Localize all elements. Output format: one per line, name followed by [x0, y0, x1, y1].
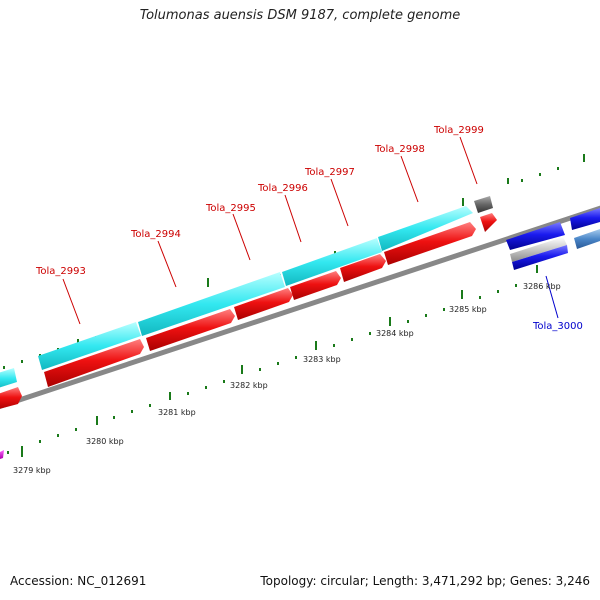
- scale-labels: 3279 kbp 3280 kbp 3281 kbp 3282 kbp 3283…: [13, 282, 561, 475]
- gene-label-tola-2998: Tola_2998: [374, 144, 425, 155]
- scale-label: 3281 kbp: [158, 408, 196, 417]
- gene-label-tola-3000: Tola_3000: [532, 321, 583, 332]
- gene-label-tola-2996: Tola_2996: [257, 183, 308, 194]
- feature-tola-2998-red: [384, 222, 476, 265]
- inner-scale-ticks: [7, 265, 538, 457]
- gene-label-tola-2997: Tola_2997: [304, 167, 355, 178]
- feature-red-left: [0, 387, 22, 409]
- scale-label: 3282 kbp: [230, 381, 268, 390]
- gene-labels: Tola_2993 Tola_2994 Tola_2995 Tola_2996 …: [35, 125, 583, 332]
- scale-label: 3284 kbp: [376, 329, 414, 338]
- scale-label: 3280 kbp: [86, 437, 124, 446]
- feature-tola-2996-red: [290, 271, 341, 300]
- gene-label-tola-2994: Tola_2994: [130, 229, 181, 240]
- gene-label-tola-2995: Tola_2995: [205, 203, 256, 214]
- label-leaders: [62, 136, 559, 325]
- feature-magenta-edge: [0, 450, 4, 459]
- feature-tola-2996-2997-cyan: [282, 238, 382, 286]
- accession-text: Accession: NC_012691: [10, 574, 147, 588]
- right-features: [506, 208, 600, 270]
- genome-summary-text: Topology: circular; Length: 3,471,292 bp…: [260, 574, 590, 588]
- scale-label: 3286 kbp: [523, 282, 561, 291]
- feature-tola-2995-cyan: [138, 272, 285, 336]
- gene-label-tola-2999: Tola_2999: [433, 125, 484, 136]
- feature-tola-2994-red: [146, 309, 235, 351]
- feature-tola-2997-red: [340, 254, 386, 282]
- scale-label: 3279 kbp: [13, 466, 51, 475]
- feature-cyan-left: [0, 368, 17, 388]
- feature-blue-upper: [570, 208, 600, 230]
- gene-label-tola-2993: Tola_2993: [35, 266, 86, 277]
- genome-backbone: [0, 205, 600, 409]
- feature-tola-2993-red: [44, 339, 144, 387]
- feature-tola-3000-gray: [510, 237, 567, 262]
- feature-tola-2993-2994-cyan: [38, 322, 141, 370]
- feature-steelblue: [574, 229, 600, 249]
- forward-features: [0, 196, 493, 388]
- scale-label: 3283 kbp: [303, 355, 341, 364]
- scale-label: 3285 kbp: [449, 305, 487, 314]
- feature-tola-2998-cyan: [378, 206, 473, 251]
- feature-tola-2995-red: [234, 288, 293, 320]
- feature-tola-2999-gray: [474, 196, 493, 213]
- map-title: Tolumonas auensis DSM 9187, complete gen…: [139, 8, 461, 23]
- feature-tola-2999-red: [480, 213, 497, 232]
- feature-tola-3000-navy: [512, 245, 568, 270]
- reverse-features: [0, 213, 497, 459]
- feature-blue-arrow: [506, 222, 565, 250]
